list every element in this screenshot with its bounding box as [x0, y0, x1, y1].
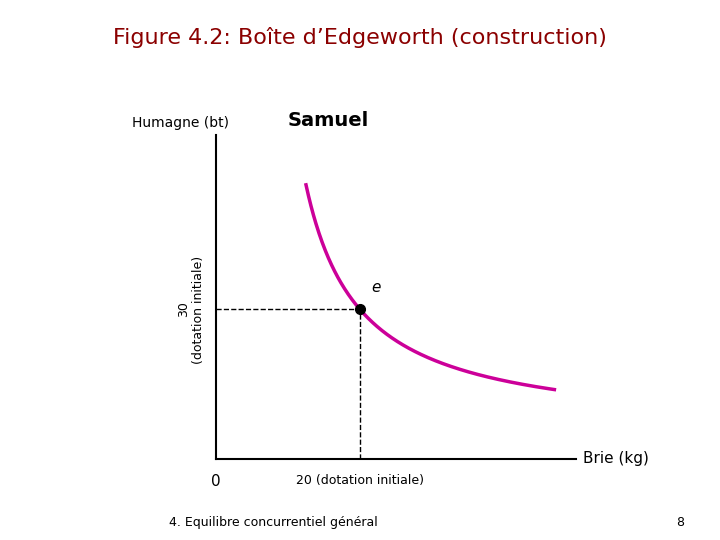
- Text: Humagne (bt): Humagne (bt): [132, 116, 228, 130]
- Text: 30
(dotation initiale): 30 (dotation initiale): [177, 255, 205, 363]
- Text: Brie (kg): Brie (kg): [583, 451, 649, 467]
- Text: 8: 8: [676, 516, 684, 529]
- Text: e: e: [371, 280, 380, 294]
- Text: Samuel: Samuel: [288, 111, 369, 130]
- Text: 4. Equilibre concurrentiel général: 4. Equilibre concurrentiel général: [169, 516, 378, 529]
- Text: 20 (dotation initiale): 20 (dotation initiale): [296, 474, 424, 487]
- Text: 0: 0: [211, 474, 221, 489]
- Text: Figure 4.2: Boîte d’Edgeworth (construction): Figure 4.2: Boîte d’Edgeworth (construct…: [113, 27, 607, 48]
